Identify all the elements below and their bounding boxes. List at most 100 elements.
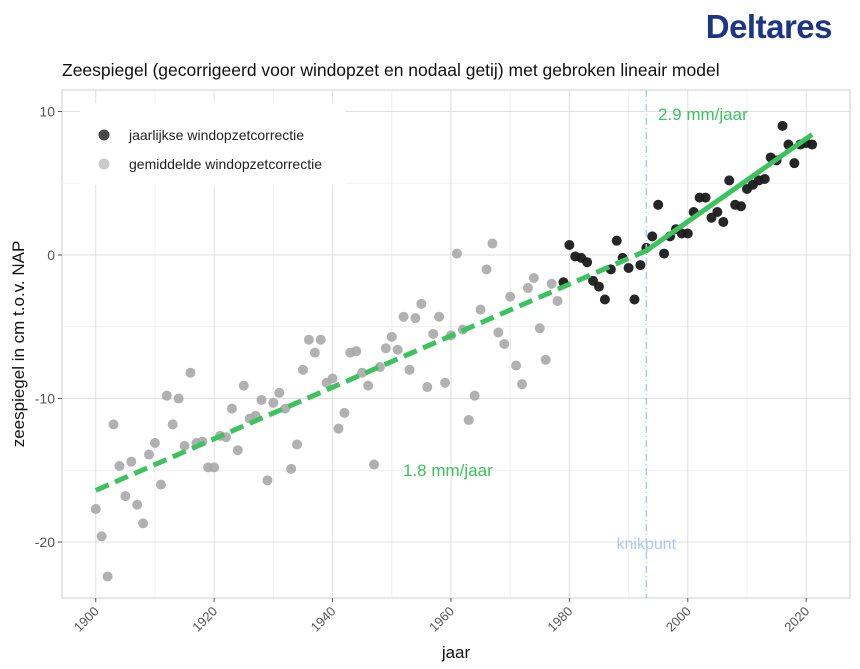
data-point [126, 456, 137, 467]
x-tick-label: 1940 [308, 604, 339, 635]
legend-marker [98, 129, 110, 141]
data-point [238, 380, 249, 391]
data-point [280, 403, 291, 414]
trend-label: 2.9 mm/jaar [658, 105, 748, 124]
data-point [582, 257, 593, 268]
data-point [552, 295, 563, 306]
data-point [161, 390, 172, 401]
data-point [102, 571, 113, 582]
data-point [185, 367, 196, 378]
data-point [528, 272, 539, 283]
data-point [422, 382, 433, 393]
data-point [297, 364, 308, 375]
data-point [398, 311, 409, 322]
data-point [653, 199, 664, 210]
data-point [292, 439, 303, 450]
data-point [351, 346, 362, 357]
data-point [232, 445, 243, 456]
data-point [428, 328, 439, 339]
data-point [114, 460, 125, 471]
data-point [167, 419, 178, 430]
data-point [546, 278, 557, 289]
data-point [469, 390, 480, 401]
y-tick-label: -20 [35, 534, 55, 550]
data-point [659, 248, 670, 259]
data-point [635, 260, 646, 271]
data-point [493, 327, 504, 338]
legend-label: gemiddelde windopzetcorrectie [129, 156, 322, 172]
data-point [416, 298, 427, 309]
data-point [777, 120, 788, 131]
data-point [315, 334, 326, 345]
legend: jaarlijkse windopzetcorrectie gemiddelde … [80, 103, 345, 185]
data-point [410, 313, 421, 324]
data-point [522, 283, 533, 294]
data-point [599, 294, 610, 305]
data-point [611, 235, 622, 246]
data-point [357, 367, 368, 378]
data-point [712, 206, 723, 217]
data-point [209, 462, 220, 473]
data-point [144, 449, 155, 460]
data-point [623, 262, 634, 273]
breakpoint-label: knikpunt [617, 536, 677, 553]
data-point [380, 343, 391, 354]
y-tick-label: -10 [35, 391, 55, 407]
data-point [700, 192, 711, 203]
data-point [629, 294, 640, 305]
data-point [440, 377, 451, 388]
data-point [511, 360, 522, 371]
data-point [759, 173, 770, 184]
trend-line [644, 132, 814, 253]
data-point [274, 387, 285, 398]
data-point [256, 394, 267, 405]
x-tick-label: 1960 [426, 604, 457, 635]
data-point [718, 217, 729, 228]
data-point [90, 504, 101, 515]
data-point [392, 344, 403, 355]
data-point [534, 323, 545, 334]
data-point [132, 499, 143, 510]
chart-title: Zeespiegel (gecorrigeerd voor windopzet … [62, 60, 720, 80]
data-point [363, 380, 374, 391]
x-tick-label: 2000 [663, 604, 694, 635]
data-point [451, 248, 462, 259]
trend-label: 1.8 mm/jaar [403, 461, 493, 480]
data-point [108, 419, 119, 430]
y-tick-label: 10 [39, 104, 55, 120]
data-point [138, 518, 149, 529]
data-point [386, 331, 397, 342]
data-point [303, 334, 314, 345]
data-point [593, 281, 604, 292]
data-point [149, 438, 160, 449]
data-point [647, 231, 658, 242]
x-tick-label: 2020 [781, 604, 812, 635]
data-point [309, 347, 320, 358]
data-point [120, 491, 131, 502]
data-point [682, 228, 693, 239]
data-point [487, 238, 498, 249]
data-point [96, 531, 107, 542]
legend-label: jaarlijkse windopzetcorrectie [128, 127, 304, 143]
x-tick-label: 1980 [544, 604, 575, 635]
data-point [540, 354, 551, 365]
data-point [268, 397, 279, 408]
data-point [505, 291, 516, 302]
data-point [333, 423, 344, 434]
data-point [327, 373, 338, 384]
data-point [286, 463, 297, 474]
data-point [404, 364, 415, 375]
data-point [564, 239, 575, 250]
data-point [463, 415, 474, 426]
legend-marker [98, 158, 110, 170]
x-tick-label: 1920 [189, 604, 220, 635]
data-point [517, 379, 528, 390]
deltares-logo: Deltares [705, 8, 833, 45]
data-point [724, 175, 735, 186]
trend-line [94, 248, 648, 493]
x-axis-label: jaar [441, 643, 471, 662]
data-point [807, 139, 818, 150]
x-tick-label: 1900 [71, 604, 102, 635]
